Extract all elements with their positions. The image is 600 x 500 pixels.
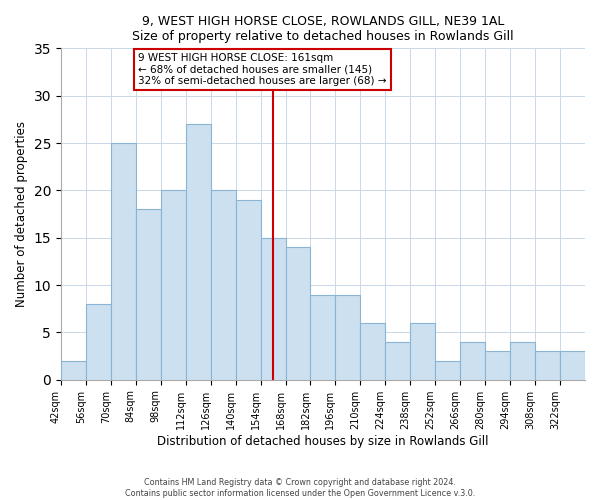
Bar — [385, 342, 410, 380]
Bar — [335, 294, 361, 380]
Bar — [410, 323, 435, 380]
Bar — [510, 342, 535, 380]
Bar — [560, 352, 585, 380]
Bar — [236, 200, 260, 380]
Bar — [286, 247, 310, 380]
X-axis label: Distribution of detached houses by size in Rowlands Gill: Distribution of detached houses by size … — [157, 434, 489, 448]
Bar — [111, 143, 136, 380]
Bar — [61, 361, 86, 380]
Y-axis label: Number of detached properties: Number of detached properties — [15, 121, 28, 307]
Bar — [435, 361, 460, 380]
Bar — [86, 304, 111, 380]
Title: 9, WEST HIGH HORSE CLOSE, ROWLANDS GILL, NE39 1AL
Size of property relative to d: 9, WEST HIGH HORSE CLOSE, ROWLANDS GILL,… — [132, 15, 514, 43]
Bar — [485, 352, 510, 380]
Bar — [185, 124, 211, 380]
Bar — [211, 190, 236, 380]
Bar — [361, 323, 385, 380]
Bar — [161, 190, 185, 380]
Text: Contains HM Land Registry data © Crown copyright and database right 2024.
Contai: Contains HM Land Registry data © Crown c… — [125, 478, 475, 498]
Bar — [535, 352, 560, 380]
Bar — [310, 294, 335, 380]
Bar — [136, 210, 161, 380]
Bar — [460, 342, 485, 380]
Bar — [260, 238, 286, 380]
Text: 9 WEST HIGH HORSE CLOSE: 161sqm
← 68% of detached houses are smaller (145)
32% o: 9 WEST HIGH HORSE CLOSE: 161sqm ← 68% of… — [138, 53, 386, 86]
